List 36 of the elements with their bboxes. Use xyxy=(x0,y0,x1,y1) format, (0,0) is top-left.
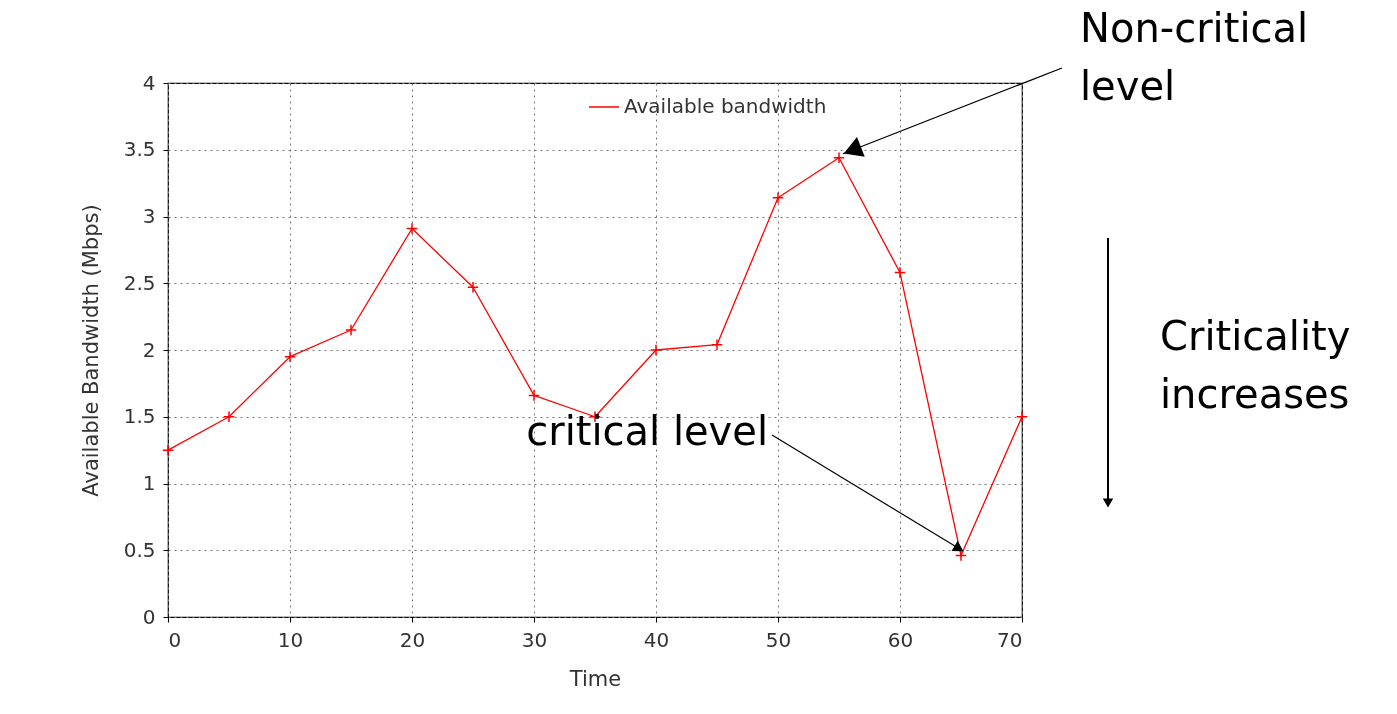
y-tick-label: 3.5 xyxy=(123,137,156,162)
x-tick-label: 40 xyxy=(643,627,670,652)
y-tick-label: 0 xyxy=(142,604,156,629)
x-tick-label: 0 xyxy=(168,627,182,652)
y-tick-label: 2 xyxy=(142,337,156,362)
point xyxy=(345,323,357,336)
x-tick-label: 30 xyxy=(521,627,548,652)
y-tick-label: 4 xyxy=(142,70,156,95)
y-axis-title: Available Bandwidth (Mbps) xyxy=(78,204,103,497)
x-tick-label: 70 xyxy=(997,627,1023,652)
point xyxy=(406,222,418,235)
point xyxy=(223,410,235,423)
point xyxy=(833,151,845,164)
text: Criticality increases xyxy=(1160,313,1351,417)
y-tick-label: 1.5 xyxy=(123,404,156,429)
point xyxy=(650,344,662,356)
x-tick-label: 50 xyxy=(765,627,792,652)
point xyxy=(467,281,479,294)
point xyxy=(711,338,723,351)
point xyxy=(162,444,174,457)
x-tick-label: 60 xyxy=(887,627,914,652)
point xyxy=(528,389,540,402)
y-tick-label: 2.5 xyxy=(123,270,156,295)
y-tick-label: 1 xyxy=(142,471,156,495)
x-tick-label: 20 xyxy=(399,627,426,652)
point xyxy=(894,266,906,279)
x-tick-label: 10 xyxy=(277,627,304,652)
point xyxy=(1016,410,1028,423)
y-tick-label: 3 xyxy=(142,204,156,228)
annotation: Non-critical level xyxy=(1080,5,1309,109)
y-tick-label: 0.5 xyxy=(123,537,156,562)
point xyxy=(284,350,296,363)
annotation: critical level xyxy=(526,408,768,454)
point xyxy=(772,191,784,204)
legend-label: Available bandwidth xyxy=(624,94,827,118)
x-axis-title: Time xyxy=(568,666,622,691)
